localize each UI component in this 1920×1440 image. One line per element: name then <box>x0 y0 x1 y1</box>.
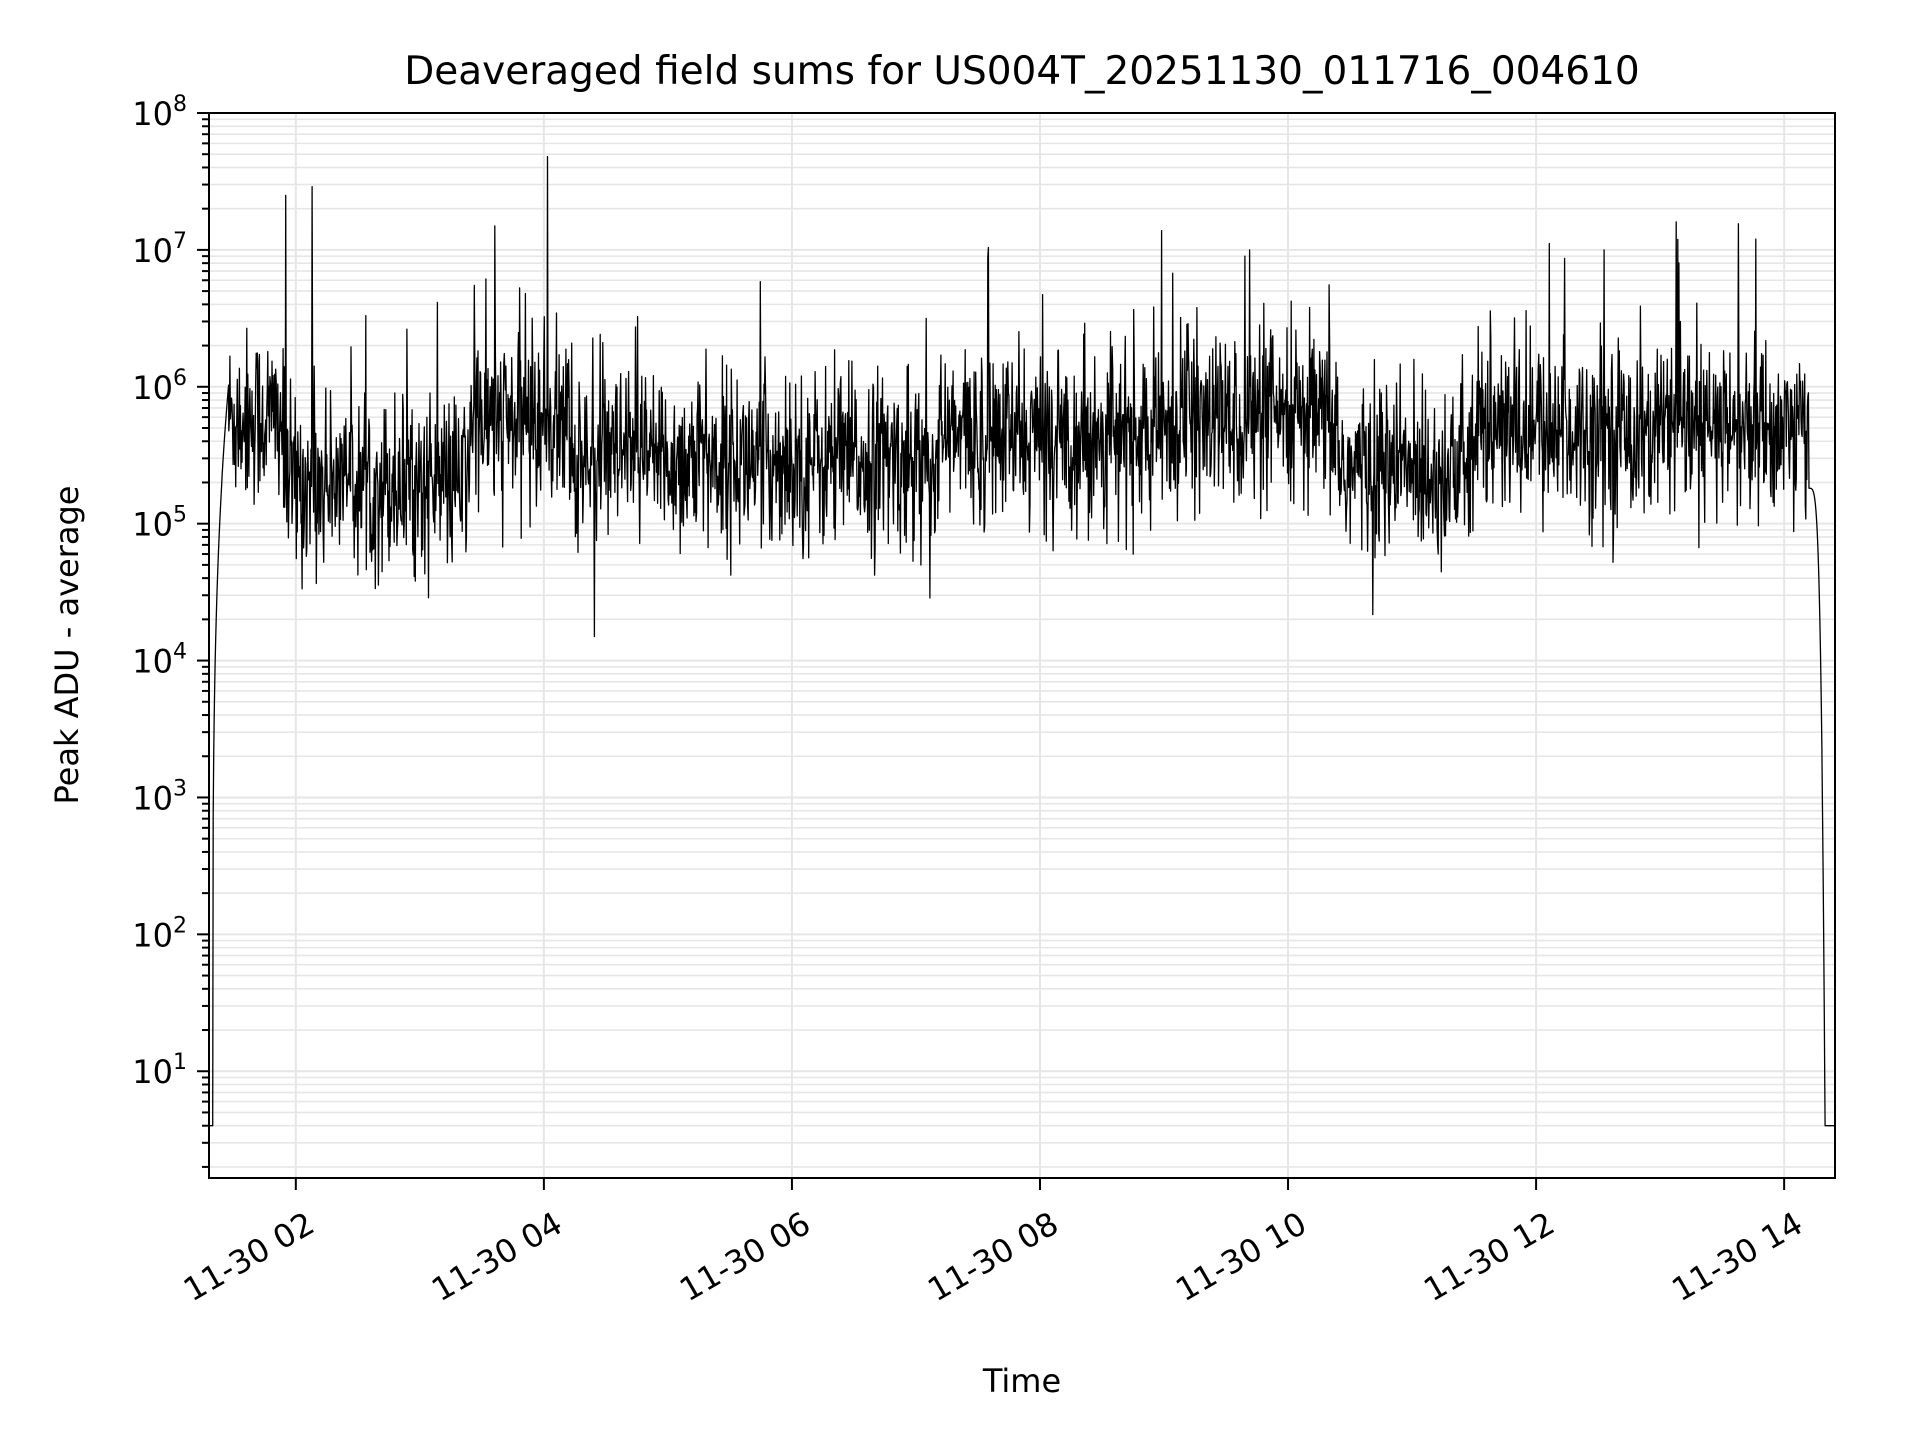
y-tick-label: 107 <box>132 229 187 270</box>
grid <box>209 112 1835 1178</box>
y-tick-label: 103 <box>132 776 187 817</box>
y-tick-label: 108 <box>132 92 187 133</box>
x-axis: 11-30 02 11-30 04 11-30 06 11-30 08 11-30 10… <box>177 1178 1809 1309</box>
axes-frame <box>208 112 1836 1179</box>
x-tick-label: 11-30 14 <box>1665 1204 1809 1309</box>
chart-title: Deaveraged field sums for US004T_2025113… <box>404 49 1639 94</box>
x-tick-label: 11-30 04 <box>425 1204 569 1309</box>
x-axis-label: Time <box>982 1362 1061 1400</box>
y-tick-label: 104 <box>132 640 187 681</box>
y-tick-label: 105 <box>132 503 187 544</box>
y-tick-label: 106 <box>132 366 187 407</box>
x-tick-label: 11-30 02 <box>177 1204 321 1309</box>
y-axis: 101 102 103 104 105 106 107 108 <box>132 92 209 1168</box>
y-tick-label: 101 <box>132 1050 187 1091</box>
x-tick-label: 11-30 10 <box>1169 1204 1313 1309</box>
x-tick-label: 11-30 12 <box>1417 1204 1561 1309</box>
x-tick-label: 11-30 06 <box>673 1204 817 1309</box>
y-tick-label: 102 <box>132 913 187 954</box>
series-line <box>208 155 1836 1127</box>
x-tick-label: 11-30 08 <box>921 1204 1065 1309</box>
y-axis-label: Peak ADU - average <box>48 486 86 805</box>
